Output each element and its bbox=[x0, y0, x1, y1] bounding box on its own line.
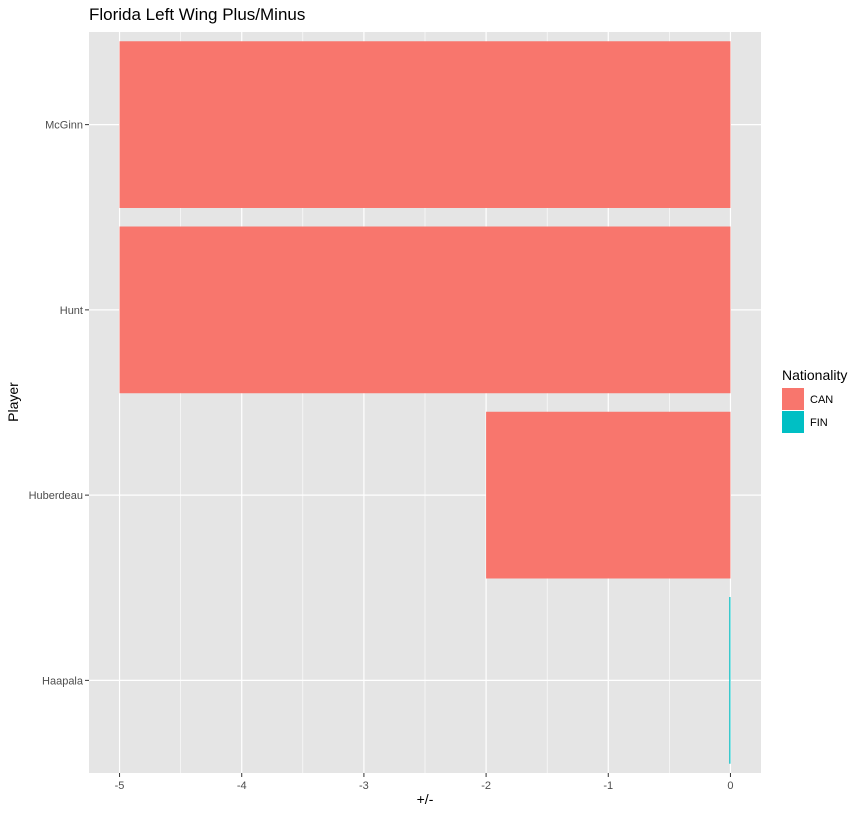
bar-huberdeau bbox=[486, 411, 731, 579]
y-tick-label: Haapala bbox=[42, 675, 84, 687]
y-axis: McGinn Hunt Huberdeau Haapala bbox=[29, 120, 89, 687]
x-tick-label: -1 bbox=[603, 780, 613, 792]
y-tick-label: Huberdeau bbox=[29, 490, 83, 502]
legend-label-fin: FIN bbox=[810, 417, 828, 429]
x-tick-label: -5 bbox=[115, 780, 125, 792]
y-tick-label: McGinn bbox=[45, 120, 83, 132]
x-tick-label: -4 bbox=[237, 780, 247, 792]
legend-key-fin bbox=[782, 411, 804, 433]
y-axis-title: Player bbox=[5, 382, 21, 422]
x-tick-label: -2 bbox=[481, 780, 491, 792]
x-tick-label: 0 bbox=[727, 780, 733, 792]
bars bbox=[119, 41, 731, 764]
bar-hunt bbox=[119, 226, 731, 394]
legend-title: Nationality bbox=[782, 367, 847, 383]
chart-title: Florida Left Wing Plus/Minus bbox=[89, 5, 305, 24]
bar-mcginn bbox=[119, 41, 731, 208]
y-tick-label: Hunt bbox=[60, 305, 83, 317]
x-axis-title: +/- bbox=[417, 791, 434, 807]
legend-key-can bbox=[782, 388, 804, 410]
legend-label-can: CAN bbox=[810, 394, 833, 406]
legend: Nationality CAN FIN bbox=[782, 367, 847, 433]
x-tick-label: -3 bbox=[359, 780, 369, 792]
x-axis: -5 -4 -3 -2 -1 0 bbox=[115, 773, 734, 792]
bar-haapala bbox=[729, 597, 731, 764]
